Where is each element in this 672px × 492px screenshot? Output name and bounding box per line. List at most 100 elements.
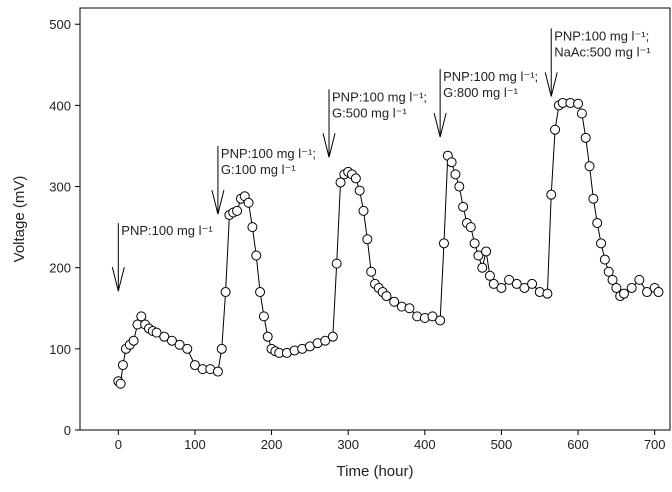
data-point [546, 189, 557, 200]
plot-frame [79, 7, 671, 431]
data-point [580, 132, 591, 143]
data-point [350, 173, 361, 184]
data-point [159, 331, 170, 342]
data-point [588, 193, 599, 204]
data-point [596, 238, 607, 249]
data-point [358, 205, 369, 216]
data-point [634, 274, 645, 285]
arrow-head [111, 267, 125, 292]
data-point [243, 197, 254, 208]
data-point [481, 246, 492, 257]
y-tick-label: 100 [49, 342, 71, 357]
data-point [335, 177, 346, 188]
data-point [247, 222, 258, 233]
annotation-text: PNP:100 mg l⁻¹ [121, 223, 213, 238]
data-point [438, 238, 449, 249]
y-tick-label: 0 [64, 423, 71, 438]
data-point [251, 250, 262, 261]
data-point [331, 258, 342, 269]
data-point [607, 274, 618, 285]
data-point [366, 266, 377, 277]
data-point [327, 331, 338, 342]
data-point [504, 274, 515, 285]
data-point [653, 287, 664, 298]
data-point [592, 218, 603, 229]
data-point [599, 254, 610, 265]
y-tick-label: 200 [49, 261, 71, 276]
data-point [354, 185, 365, 196]
data-point [446, 157, 457, 168]
data-point [212, 366, 223, 377]
data-point [427, 311, 438, 322]
data-point [117, 360, 128, 371]
x-tick-label: 400 [414, 437, 436, 452]
x-tick-label: 200 [261, 437, 283, 452]
annotation-text: PNP:100 mg l⁻¹; [443, 69, 538, 84]
data-point [255, 287, 266, 298]
annotation-text: PNP:100 mg l⁻¹; [554, 28, 649, 43]
x-tick-label: 0 [115, 437, 122, 452]
data-point [389, 296, 400, 307]
data-point [174, 339, 185, 350]
x-tick-label: 600 [567, 437, 589, 452]
x-tick-label: 100 [184, 437, 206, 452]
data-point [258, 311, 269, 322]
data-point [603, 266, 614, 277]
data-point [511, 278, 522, 289]
data-point [488, 278, 499, 289]
data-point [576, 108, 587, 119]
y-tick-label: 500 [49, 17, 71, 32]
data-point [484, 270, 495, 281]
data-point [404, 303, 415, 314]
y-axis-label: Voltage (mV) [11, 176, 28, 263]
y-tick-label: 400 [49, 98, 71, 113]
data-line [117, 102, 659, 385]
data-point [458, 201, 469, 212]
data-point [527, 278, 538, 289]
data-point [136, 311, 147, 322]
arrow-head [433, 112, 447, 138]
annotation-text: PNP:100 mg l⁻¹; [332, 89, 427, 104]
data-point [573, 98, 584, 109]
y-tick-label: 300 [49, 180, 71, 195]
data-point [519, 282, 530, 293]
annotation-text: NaAc:500 mg l⁻¹ [554, 44, 651, 59]
data-point [454, 181, 465, 192]
data-point [220, 287, 231, 298]
annotation-text: G:100 mg l⁻¹ [221, 162, 296, 177]
data-point [642, 287, 653, 298]
annotation-text: G:800 mg l⁻¹ [443, 85, 518, 100]
data-point [611, 282, 622, 293]
data-point [115, 378, 126, 389]
data-point [216, 343, 227, 354]
data-point [626, 282, 637, 293]
data-point [477, 262, 488, 273]
data-point [473, 250, 484, 261]
data-point [128, 335, 139, 346]
data-point [232, 205, 243, 216]
data-point [262, 331, 273, 342]
x-axis-label: Time (hour) [337, 463, 414, 480]
data-point [435, 315, 446, 326]
data-point [469, 238, 480, 249]
arrow-head [544, 72, 558, 97]
data-point [320, 335, 331, 346]
data-point [182, 343, 193, 354]
data-point [542, 288, 553, 299]
data-point [496, 282, 507, 293]
data-point [584, 161, 595, 172]
data-point [550, 124, 561, 135]
arrow-head [211, 189, 225, 215]
x-tick-label: 700 [644, 437, 666, 452]
annotation-text: G:500 mg l⁻¹ [332, 105, 407, 120]
data-point [166, 335, 177, 346]
x-tick-label: 500 [491, 437, 513, 452]
data-point [362, 234, 373, 245]
x-tick-label: 300 [337, 437, 359, 452]
data-point [450, 169, 461, 180]
annotation-text: PNP:100 mg l⁻¹; [221, 146, 316, 161]
arrow-head [322, 133, 336, 158]
data-point [151, 327, 162, 338]
data-point [381, 291, 392, 302]
